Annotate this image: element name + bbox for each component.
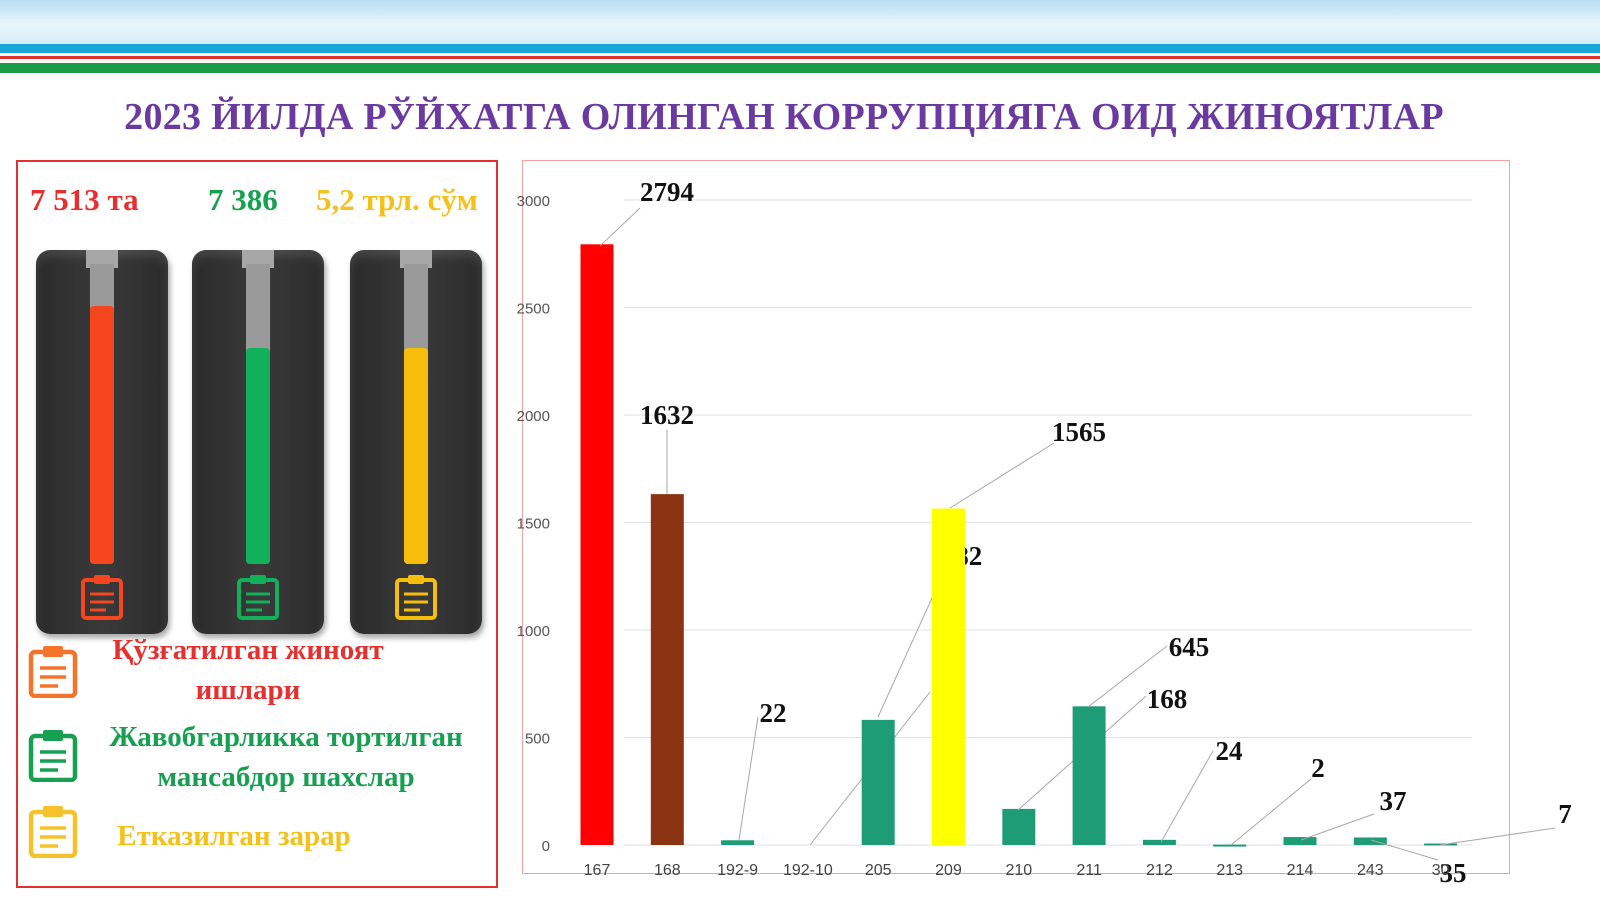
bar-205 bbox=[861, 719, 895, 845]
bar-chart-frame bbox=[522, 160, 1510, 874]
leader-line bbox=[599, 207, 641, 247]
x-tick-label: 205 bbox=[865, 862, 892, 879]
gauge-cases bbox=[36, 250, 168, 634]
clipboard-icon bbox=[28, 730, 78, 782]
y-tick-label: 1500 bbox=[517, 516, 550, 533]
bar-243 bbox=[1353, 837, 1387, 845]
stat-damage: 5,2 трл. сўм bbox=[316, 182, 478, 217]
y-tick-label: 2000 bbox=[517, 408, 550, 425]
y-tick-label: 3000 bbox=[517, 193, 550, 210]
x-tick-label: 168 bbox=[654, 862, 681, 879]
x-tick-label: 209 bbox=[935, 862, 962, 879]
leader-line bbox=[1370, 839, 1439, 861]
x-tick-label: 214 bbox=[1287, 862, 1314, 879]
data-label-209: 1565 bbox=[1052, 417, 1106, 447]
x-tick-label: 167 bbox=[584, 862, 611, 879]
data-label-168: 1632 bbox=[640, 400, 694, 430]
flag-stripe-red bbox=[0, 56, 1600, 59]
clipboard-icon bbox=[81, 575, 123, 620]
x-tick-label: 211 bbox=[1076, 862, 1102, 879]
bar-192-9 bbox=[721, 840, 755, 845]
clipboard-icon bbox=[28, 646, 78, 698]
data-label-212: 24 bbox=[1216, 736, 1243, 766]
data-label-192-9: 22 bbox=[760, 698, 787, 728]
y-tick-label: 1000 bbox=[517, 623, 550, 640]
page-title: 2023 ЙИЛДА РЎЙХАТГА ОЛИНГАН КОРРУПЦИЯГА … bbox=[124, 96, 1444, 138]
leader-line bbox=[1160, 750, 1214, 843]
clipboard-icon bbox=[237, 575, 279, 620]
flag-stripe-green bbox=[0, 63, 1600, 73]
x-tick-label: 192-10 bbox=[783, 862, 833, 879]
bar-168 bbox=[650, 494, 684, 845]
flag-stripe-blue bbox=[0, 44, 1600, 53]
summary-panel: 7 513 та 7 386 5,2 трл. сўм bbox=[16, 160, 498, 888]
x-tick-label: 243 bbox=[1357, 862, 1384, 879]
x-tick-label: 212 bbox=[1146, 862, 1173, 879]
gauge-damage bbox=[350, 250, 482, 634]
data-label-211: 645 bbox=[1169, 632, 1210, 662]
gauge-fill-persons bbox=[246, 348, 270, 564]
leader-line bbox=[949, 442, 1055, 509]
leader-line bbox=[1439, 827, 1556, 846]
gauge-persons bbox=[192, 250, 324, 634]
gauge-fill-damage bbox=[404, 348, 428, 564]
x-tick-label: 213 bbox=[1216, 862, 1243, 879]
data-label-210: 168 bbox=[1147, 684, 1188, 714]
legend-cases-line1: Қўзғатилган жиноят bbox=[112, 634, 384, 666]
data-label-30: 7 bbox=[1558, 799, 1572, 829]
header-band bbox=[0, 0, 1600, 44]
gauge-fill-cases bbox=[90, 306, 114, 564]
bar-209 bbox=[932, 508, 965, 845]
leader-line bbox=[1087, 645, 1168, 708]
legend-cases: Қўзғатилган жиноят ишлари bbox=[88, 630, 408, 710]
leader-line bbox=[738, 716, 759, 841]
clipboard-icon bbox=[28, 806, 78, 858]
leader-line bbox=[1230, 778, 1312, 846]
leader-line bbox=[1300, 813, 1375, 841]
x-tick-label: 192-9 bbox=[717, 862, 758, 879]
clipboard-icon bbox=[395, 575, 437, 620]
legend-cases-line2: ишлари bbox=[195, 674, 301, 706]
y-tick-label: 500 bbox=[525, 731, 550, 748]
x-tick-label: 210 bbox=[1005, 862, 1032, 879]
y-tick-label: 2500 bbox=[517, 301, 550, 318]
y-tick-label: 0 bbox=[542, 838, 550, 855]
stat-cases: 7 513 та bbox=[30, 182, 139, 217]
bar-213 bbox=[1213, 844, 1247, 847]
data-label-243: 35 bbox=[1440, 858, 1467, 888]
legend-damage: Етказилган зарар bbox=[117, 820, 351, 852]
legend-persons-line2: мансабдор шахслар bbox=[157, 761, 415, 793]
bar-167 bbox=[580, 244, 614, 846]
data-label-214: 37 bbox=[1380, 786, 1407, 816]
x-tick-label: 30 bbox=[1432, 862, 1450, 879]
stat-persons: 7 386 bbox=[208, 182, 278, 217]
bar-214 bbox=[1283, 837, 1317, 845]
legend-persons: Жавобгарликка тортилган мансабдор шахсла… bbox=[80, 717, 492, 797]
bar-212 bbox=[1142, 839, 1176, 845]
bar-210 bbox=[1002, 808, 1036, 845]
legend-persons-line1: Жавобгарликка тортилган bbox=[109, 721, 463, 753]
bar-211 bbox=[1072, 706, 1106, 845]
data-label-167: 2794 bbox=[640, 177, 694, 207]
data-label-213: 2 bbox=[1311, 753, 1325, 783]
